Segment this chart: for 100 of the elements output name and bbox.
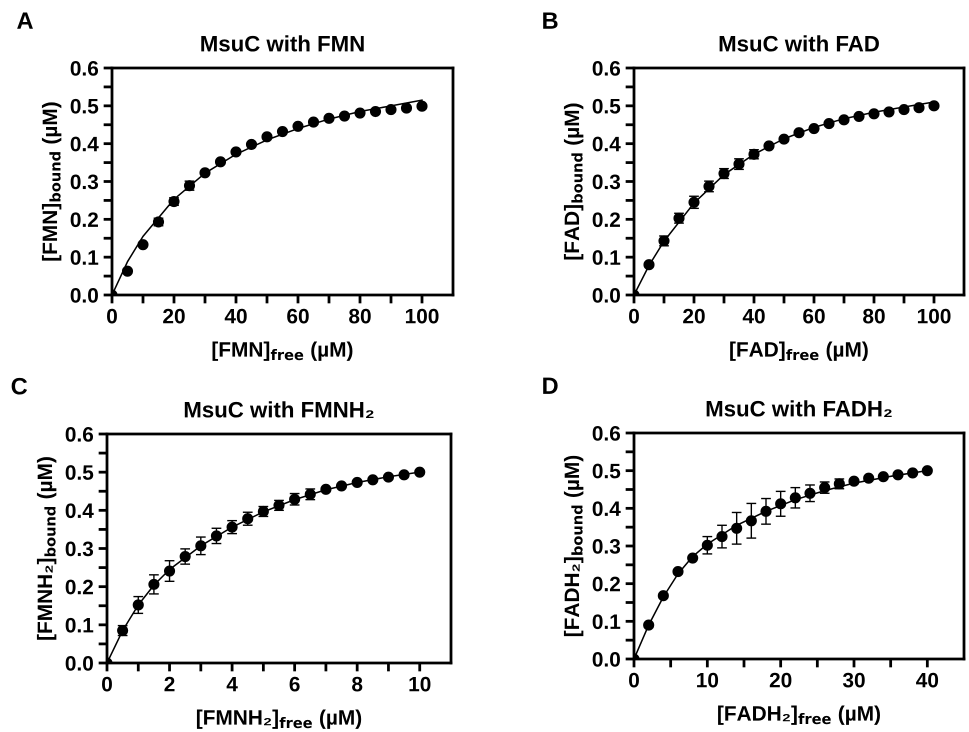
y-tick-label: 0.2	[66, 580, 93, 594]
x-tick-label: 100	[918, 308, 951, 324]
point	[823, 118, 835, 130]
point	[352, 476, 363, 488]
x-tick-label: 4	[226, 676, 238, 692]
y-tick-label: 0.1	[70, 250, 98, 265]
point	[853, 110, 865, 122]
x-axis-title: [FADH₂]$_{free}$ (µM)	[718, 706, 880, 725]
point	[367, 474, 378, 486]
point	[746, 515, 757, 526]
x-tick-label: 30	[842, 672, 865, 688]
point	[898, 104, 910, 116]
y-tick-label: 0.0	[66, 656, 93, 671]
y-tick-label: 0.2	[70, 212, 98, 228]
x-tick-label: 0	[107, 308, 117, 324]
y-tick-label: 0.1	[592, 250, 620, 265]
text: A	[17, 12, 33, 29]
y-tick-label: 0.6	[592, 61, 620, 76]
y-tick-label: 0.6	[592, 426, 620, 441]
x-tick-label: 20	[683, 308, 705, 324]
point	[338, 110, 350, 122]
y-tick-label: 0.5	[70, 98, 98, 114]
y-tick-label: 0.0	[592, 288, 620, 303]
point	[122, 266, 134, 277]
y-tick-label: 0.0	[592, 652, 620, 667]
point	[838, 114, 850, 126]
point	[246, 138, 258, 150]
y-axis-title: [FMNH₂]$_{bound}$ (µM)	[36, 457, 56, 640]
point	[132, 599, 144, 611]
point	[199, 167, 211, 178]
y-axis-title: [FMN]$_{bound}$ (µM)	[42, 102, 62, 261]
point	[793, 127, 805, 138]
x-tick-label: 40	[224, 308, 247, 324]
point	[702, 540, 713, 551]
y-tick-label: 0.5	[592, 98, 620, 114]
y-tick-label: 0.3	[592, 539, 620, 554]
y-tick-label: 0.3	[66, 542, 94, 556]
point	[731, 522, 742, 534]
x-tick-label: 60	[287, 308, 309, 324]
point	[883, 106, 895, 118]
point	[808, 122, 820, 134]
point	[354, 107, 366, 119]
point	[308, 116, 320, 128]
point	[414, 466, 426, 478]
point	[687, 552, 698, 564]
y-tick-label: 0.4	[592, 136, 621, 152]
point	[643, 620, 654, 631]
y-tick-label: 0.3	[70, 174, 98, 190]
point	[643, 259, 655, 270]
x-tick-label: 10	[697, 672, 718, 688]
point	[804, 488, 816, 499]
x-axis-title: [FAD]$_{free}$ (µM)	[730, 342, 868, 361]
point	[276, 126, 288, 138]
point	[320, 484, 332, 495]
x-tick-label: 8	[352, 676, 362, 692]
point	[370, 106, 382, 118]
y-axis-title: [FADH₂]$_{bound}$ (µM)	[564, 456, 584, 636]
x-tick-label: 0	[629, 672, 639, 688]
point	[382, 472, 394, 483]
x-tick-label: 40	[742, 308, 765, 324]
point	[790, 492, 801, 504]
x-axis-title: [FMN]$_{free}$ (µM)	[212, 342, 352, 361]
y-tick-label: 0.1	[592, 614, 620, 630]
point	[336, 480, 348, 492]
y-tick-label: 0.0	[70, 288, 98, 303]
y-tick-label: 0.3	[592, 174, 620, 190]
y-tick-label: 0.4	[592, 501, 621, 516]
x-tick-label: 40	[916, 672, 938, 688]
x-tick-label: 20	[163, 308, 185, 324]
point	[892, 469, 904, 480]
y-tick-label: 0.4	[70, 136, 99, 152]
y-axis-title: [FAD]$_{bound}$ (µM)	[564, 104, 584, 260]
point	[848, 476, 860, 487]
x-axis-title: [FMNH₂]$_{free}$ (µM)	[196, 710, 362, 729]
x-tick-label: 10	[409, 676, 430, 692]
point	[323, 112, 335, 124]
point	[716, 531, 728, 542]
y-tick-label: 0.4	[66, 503, 94, 518]
x-tick-label: 0	[102, 676, 112, 692]
y-tick-label: 0.6	[70, 61, 98, 76]
chart-title: MsuC with FMN	[201, 35, 364, 52]
point	[292, 120, 304, 132]
x-tick-label: 6	[290, 676, 300, 692]
text: C	[12, 378, 28, 395]
point	[137, 239, 149, 250]
point	[878, 471, 889, 482]
x-tick-label: 80	[863, 308, 885, 324]
point	[416, 100, 428, 112]
point	[195, 540, 206, 552]
point	[778, 134, 790, 145]
point	[863, 472, 874, 484]
point	[913, 102, 925, 114]
x-tick-label: 80	[349, 308, 371, 324]
point	[398, 469, 410, 480]
chart-title: MsuC with FMNH₂	[184, 401, 374, 418]
text: B	[543, 12, 558, 29]
x-tick-label: 100	[406, 308, 439, 324]
y-tick-label: 0.6	[66, 427, 94, 442]
point	[922, 465, 933, 476]
point	[400, 102, 412, 114]
